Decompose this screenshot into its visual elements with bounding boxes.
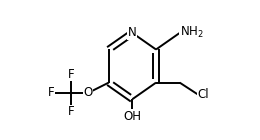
Text: O: O [83, 86, 93, 99]
Text: N: N [128, 26, 137, 39]
Text: F: F [48, 86, 54, 99]
Text: NH$_2$: NH$_2$ [180, 25, 204, 40]
Text: F: F [68, 68, 74, 81]
Text: Cl: Cl [198, 88, 210, 101]
Text: F: F [68, 105, 74, 118]
Text: OH: OH [123, 110, 141, 123]
